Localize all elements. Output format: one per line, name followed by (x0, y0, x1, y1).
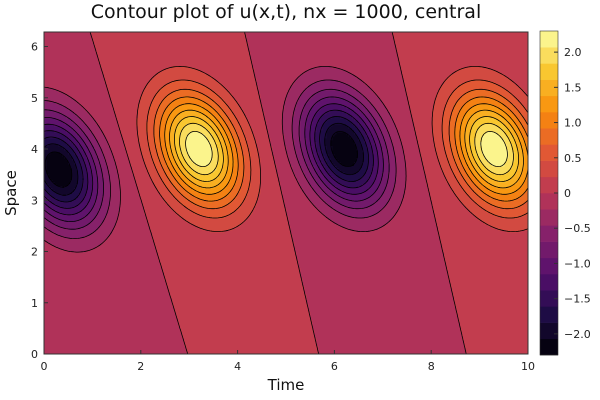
colorbar-band (540, 322, 558, 340)
x-tick-label: 0 (41, 360, 48, 373)
y-axis-label: Space (2, 170, 20, 216)
colorbar-band (540, 95, 558, 113)
y-tick-label: 2 (31, 246, 38, 259)
contour-band (44, 32, 467, 354)
colorbar-band (540, 47, 558, 64)
colorbar: −2.0 −1.5 −1.0 −0.5 0 0.5 1.0 1.5 2.0 (539, 30, 591, 356)
colorbar-tick-label: 0 (564, 187, 571, 200)
x-tick-label: 8 (428, 360, 435, 373)
contour-band (154, 90, 528, 209)
plot-frame (43, 31, 529, 355)
colorbar-band (540, 209, 558, 226)
colorbar-band (540, 63, 558, 80)
contour-band (170, 110, 525, 189)
colorbar-band (540, 241, 558, 259)
contour-band (180, 124, 515, 175)
contour-band (164, 104, 528, 195)
contour-band (44, 116, 369, 203)
colorbar-tick-label: 0.5 (564, 152, 582, 165)
y-tick-label: 1 (31, 297, 38, 310)
colorbar-tick-label: −1.0 (564, 257, 591, 270)
contour-lines (44, 32, 528, 354)
plot-area (44, 32, 528, 354)
x-axis: 0 2 4 6 8 10 (41, 350, 535, 373)
contour-band (44, 80, 397, 239)
x-tick-label: 2 (137, 360, 144, 373)
colorbar-tick-label: 1.5 (564, 81, 582, 94)
x-tick-label: 10 (521, 360, 535, 373)
colorbar-band (540, 79, 558, 97)
colorbar-tick-label: 2.0 (564, 46, 582, 59)
colorbar-tick-label: −1.5 (564, 293, 591, 306)
colorbar-band (540, 306, 558, 323)
y-axis: 0 1 2 3 4 5 6 (31, 41, 48, 361)
colorbar-band (540, 112, 558, 129)
colorbar-tick-label: −2.0 (564, 328, 591, 341)
colorbar-band (540, 274, 558, 291)
colorbar-band (540, 338, 558, 356)
y-tick-label: 3 (31, 194, 38, 207)
colorbar-band (540, 290, 558, 307)
colorbar-band (540, 193, 558, 210)
colorbar-tick-label: 1.0 (564, 117, 582, 130)
y-tick-label: 4 (31, 143, 38, 156)
colorbar-band (540, 225, 558, 242)
colorbar-band (540, 176, 558, 194)
contour-band (44, 96, 385, 223)
contour-band (44, 124, 365, 197)
colorbar-band (540, 144, 558, 161)
colorbar-tick-label: −0.5 (564, 222, 591, 235)
y-tick-label: 0 (31, 348, 38, 361)
contour-band (174, 116, 519, 183)
contour-band (44, 90, 391, 231)
colorbar-band (540, 257, 558, 275)
contour-band (44, 66, 407, 253)
x-tick-label: 4 (234, 360, 241, 373)
contour-band (44, 110, 375, 209)
x-axis-label: Time (267, 376, 305, 394)
colorbar-band (540, 128, 558, 145)
colorbar-band (540, 31, 558, 48)
y-tick-label: 6 (31, 41, 38, 54)
colorbar-band (540, 160, 558, 178)
contour-band (90, 32, 528, 354)
contour-band (160, 96, 528, 203)
y-tick-label: 5 (31, 92, 38, 105)
contour-band (136, 66, 528, 233)
x-tick-label: 6 (331, 360, 338, 373)
chart-title: Contour plot of u(x,t), nx = 1000, centr… (91, 1, 481, 23)
